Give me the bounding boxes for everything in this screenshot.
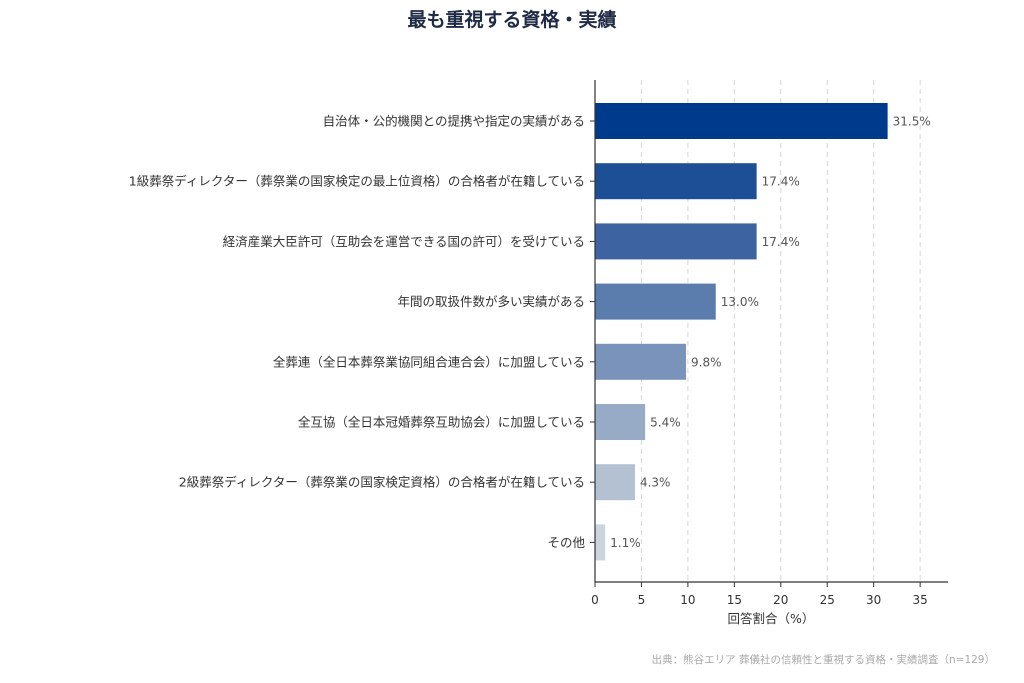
bar-0 xyxy=(595,103,888,139)
bar-6 xyxy=(595,464,635,501)
bar-2 xyxy=(595,223,757,260)
chart-title: 最も重視する資格・実績 xyxy=(407,8,616,31)
value-label-7: 1.1% xyxy=(610,536,641,550)
bar-7 xyxy=(595,524,606,561)
value-labels: 31.5% 17.4% 17.4% 13.0% 9.8% 5.4% 4.3% 1.1% xyxy=(610,115,931,550)
bar-1 xyxy=(595,163,757,200)
bar-3 xyxy=(595,283,716,320)
source-note: 出典：熊谷エリア 葬儀社の信頼性と重視する資格・実績調査（n=129） xyxy=(652,653,995,666)
category-label-1: 1級葬祭ディレクター（葬祭業の国家検定の最上位資格）の合格者が在籍している xyxy=(129,174,585,189)
category-label-2: 経済産業大臣許可（互助会を運営できる国の許可）を受けている xyxy=(223,234,585,249)
x-tick-label-2: 10 xyxy=(680,593,695,607)
category-label-3: 年間の取扱件数が多い実績がある xyxy=(397,294,585,309)
category-label-6: 2級葬祭ディレクター（葬祭業の国家検定資格）の合格者が在籍している xyxy=(179,475,585,490)
grid-lines xyxy=(640,80,921,582)
value-label-6: 4.3% xyxy=(640,476,671,490)
value-label-3: 13.0% xyxy=(721,295,759,309)
value-label-2: 17.4% xyxy=(762,235,800,249)
value-label-5: 5.4% xyxy=(650,416,681,430)
x-tick-label-5: 25 xyxy=(820,593,835,607)
category-label-4: 全葬連（全日本葬祭業協同組合連合会）に加盟している xyxy=(273,354,585,369)
category-label-0: 自治体・公的機関との提携や指定の実績がある xyxy=(323,114,585,129)
category-labels: 自治体・公的機関との提携や指定の実績がある 1級葬祭ディレクター（葬祭業の国家検定… xyxy=(129,114,595,550)
category-label-5: 全互協（全日本冠婚葬祭互助協会）に加盟している xyxy=(298,415,585,430)
bar-5 xyxy=(595,404,646,440)
category-label-7: その他 xyxy=(547,535,585,550)
x-tick-label-6: 30 xyxy=(866,593,881,607)
bars xyxy=(595,103,888,561)
x-axis-title: 回答割合（%） xyxy=(728,611,815,626)
x-tick-label-3: 15 xyxy=(727,593,742,607)
value-label-0: 31.5% xyxy=(893,115,931,129)
value-label-4: 9.8% xyxy=(691,355,722,369)
x-tick-label-1: 5 xyxy=(638,593,646,607)
x-tick-label-0: 0 xyxy=(591,593,599,607)
value-label-1: 17.4% xyxy=(762,175,800,189)
x-axis-ticks: 0 5 10 15 20 25 30 35 xyxy=(591,582,928,607)
bar-4 xyxy=(595,343,687,380)
x-tick-label-7: 35 xyxy=(912,593,927,607)
x-tick-label-4: 20 xyxy=(773,593,788,607)
